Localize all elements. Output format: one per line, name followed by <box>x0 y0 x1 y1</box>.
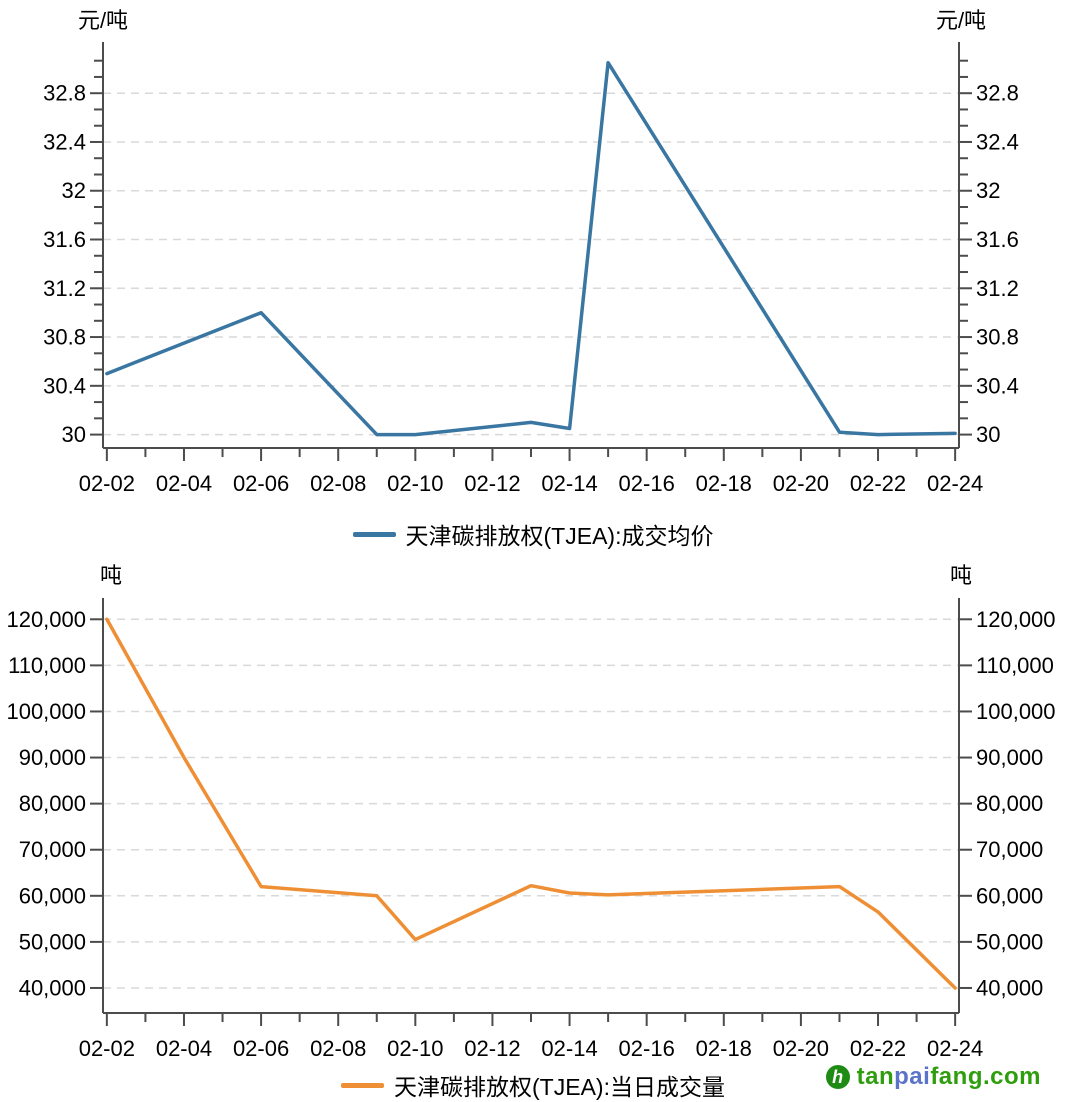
x-tick-label: 02-14 <box>541 471 597 496</box>
volume-legend: 天津碳排放权(TJEA):当日成交量 <box>0 1068 1066 1102</box>
y-tick-label: 110,000 <box>8 653 86 678</box>
x-tick-label: 02-02 <box>79 1036 135 1061</box>
price-legend-line-swatch <box>352 531 396 537</box>
price-y-unit-right: 元/吨 <box>935 8 987 33</box>
y-tick-label: 80,000 <box>976 791 1043 816</box>
y-tick-label: 100,000 <box>6 699 86 724</box>
y-tick-label: 70,000 <box>19 837 86 862</box>
x-tick-label: 02-16 <box>619 1036 675 1061</box>
x-tick-label: 02-08 <box>310 1036 366 1061</box>
y-tick-label: 30.8 <box>976 325 1019 350</box>
volume-chart: 40,000 40,000 50,000 50,000 60,000 60,000 70,0… <box>6 598 1056 1061</box>
x-tick-label: 02-16 <box>619 471 675 496</box>
x-tick-label: 02-18 <box>696 1036 752 1061</box>
y-tick-label: 30 <box>976 422 1000 447</box>
y-tick-label: 31.2 <box>43 276 86 301</box>
x-tick-label: 02-20 <box>773 471 829 496</box>
y-tick-label: 50,000 <box>976 929 1043 954</box>
y-tick-label: 30.4 <box>976 373 1019 398</box>
y-tick-label: 32 <box>976 178 1000 203</box>
price-y-unit-left: 元/吨 <box>77 8 129 33</box>
x-tick-label: 02-24 <box>927 471 983 496</box>
x-tick-label: 02-04 <box>156 1036 212 1061</box>
y-tick-label: 32 <box>62 178 86 203</box>
y-tick-label: 80,000 <box>19 791 86 816</box>
y-tick-label: 60,000 <box>19 883 86 908</box>
price-legend-label: 天津碳排放权(TJEA):成交均价 <box>405 523 714 549</box>
x-tick-label: 02-22 <box>850 1036 906 1061</box>
x-tick-label: 02-14 <box>541 1036 597 1061</box>
x-tick-label: 02-10 <box>387 471 443 496</box>
y-tick-label: 90,000 <box>19 745 86 770</box>
y-tick-label: 31.6 <box>43 227 86 252</box>
y-tick-label: 32.4 <box>43 129 86 154</box>
y-tick-label: 90,000 <box>976 745 1043 770</box>
price-chart: 30 30 30.4 30.4 30.8 30.8 31.2 31.2 31.6 31.6 32 32… <box>43 42 1019 496</box>
volume-series-line <box>105 617 957 990</box>
x-tick-label: 02-24 <box>927 1036 983 1061</box>
price-gridlines <box>103 92 959 436</box>
volume-y-unit-right: 吨 <box>949 563 973 588</box>
x-tick-label: 02-08 <box>310 471 366 496</box>
price-legend: 天津碳排放权(TJEA):成交均价 <box>0 517 1066 551</box>
watermark-text-part: fang.com <box>930 1063 1041 1090</box>
x-tick-label: 02-06 <box>233 471 289 496</box>
y-tick-label: 30.4 <box>43 373 86 398</box>
x-tick-label: 02-22 <box>850 471 906 496</box>
y-tick-label: 31.2 <box>976 276 1019 301</box>
x-tick-label: 02-12 <box>464 1036 520 1061</box>
y-tick-label: 40,000 <box>976 975 1043 1000</box>
y-tick-label: 100,000 <box>976 699 1056 724</box>
y-tick-label: 30 <box>62 422 86 447</box>
volume-legend-line-swatch <box>341 1082 385 1088</box>
watermark-text-part: pai <box>894 1063 931 1090</box>
x-tick-label: 02-20 <box>773 1036 829 1061</box>
price-axes <box>102 42 960 449</box>
y-tick-label: 40,000 <box>19 975 86 1000</box>
x-tick-label: 02-06 <box>233 1036 289 1061</box>
y-tick-label: 50,000 <box>19 929 86 954</box>
volume-y-unit-left: 吨 <box>99 563 123 588</box>
x-tick-label: 02-02 <box>79 471 135 496</box>
volume-legend-label: 天津碳排放权(TJEA):当日成交量 <box>394 1074 725 1100</box>
watermark-text-part: tan <box>856 1063 895 1090</box>
y-tick-label: 70,000 <box>976 837 1043 862</box>
x-tick-label: 02-12 <box>464 471 520 496</box>
y-tick-label: 120,000 <box>6 607 86 632</box>
volume-gridlines <box>103 618 959 989</box>
y-tick-label: 32.8 <box>43 81 86 106</box>
y-tick-label: 30.8 <box>43 325 86 350</box>
y-tick-label: 32.4 <box>976 129 1019 154</box>
y-tick-label: 32.8 <box>976 81 1019 106</box>
x-tick-label: 02-18 <box>696 471 752 496</box>
volume-axes <box>102 598 960 1014</box>
price-series-line <box>105 60 957 437</box>
watermark: h tanpaifang.com <box>825 1063 1041 1091</box>
y-tick-label: 110,000 <box>976 653 1054 678</box>
x-tick-label: 02-04 <box>156 471 212 496</box>
y-tick-label: 120,000 <box>976 607 1056 632</box>
y-tick-label: 31.6 <box>976 227 1019 252</box>
watermark-text: tanpaifang.com <box>857 1063 1041 1091</box>
y-tick-label: 60,000 <box>976 883 1043 908</box>
x-tick-label: 02-10 <box>387 1036 443 1061</box>
tanpaifang-logo-icon: h <box>825 1065 850 1089</box>
